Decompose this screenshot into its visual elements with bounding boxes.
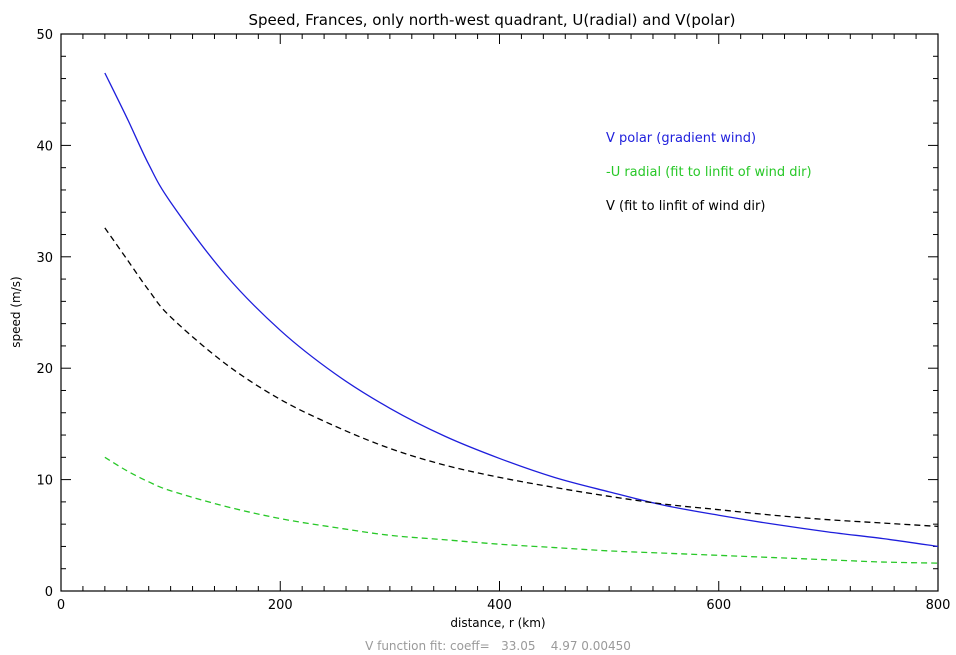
x-tick-labels: 0 200 400 600 800 xyxy=(57,598,951,613)
fit-coefficients-footer: V function fit: coeff= 33.05 4.97 0.0045… xyxy=(365,639,631,653)
plot-frame xyxy=(60,33,939,592)
y-axis-label: speed (m/s) xyxy=(9,276,23,347)
y-tick-label: 30 xyxy=(36,251,53,266)
x-axis-label: distance, r (km) xyxy=(450,616,545,630)
axis-ticks xyxy=(60,33,939,592)
legend-item-v-polar: V polar (gradient wind) xyxy=(606,131,756,146)
series-lines xyxy=(104,72,939,564)
y-tick-label: 20 xyxy=(36,362,53,377)
x-tick-label: 800 xyxy=(926,598,951,613)
chart-title: Speed, Frances, only north-west quadrant… xyxy=(249,11,736,29)
x-tick-label: 200 xyxy=(268,598,293,613)
y-tick-label: 0 xyxy=(45,585,53,600)
y-tick-label: 40 xyxy=(36,139,53,154)
legend-item-v-fit: V (fit to linfit of wind dir) xyxy=(606,199,765,214)
legend: V polar (gradient wind) -U radial (fit to… xyxy=(606,131,812,214)
y-tick-label: 50 xyxy=(36,28,53,43)
x-tick-label: 400 xyxy=(487,598,512,613)
x-tick-label: 600 xyxy=(706,598,731,613)
x-tick-label: 0 xyxy=(57,598,65,613)
v-polar-line xyxy=(104,72,939,548)
y-tick-labels: 0 10 20 30 40 50 xyxy=(36,28,53,600)
y-tick-label: 10 xyxy=(36,474,53,489)
v-fit-line xyxy=(104,227,939,528)
legend-item-u-radial: -U radial (fit to linfit of wind dir) xyxy=(606,165,812,180)
u-radial-line xyxy=(104,456,939,564)
